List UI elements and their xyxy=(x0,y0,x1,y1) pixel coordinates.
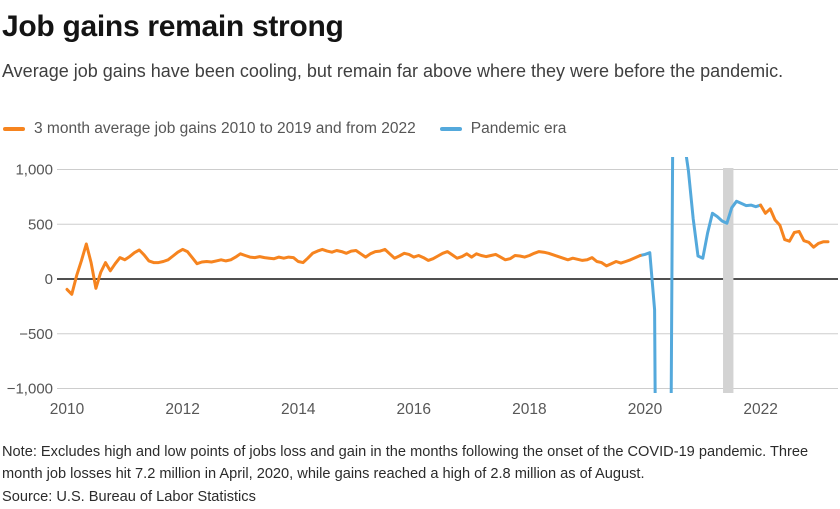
y-tick-label: 500 xyxy=(28,216,53,233)
x-tick-label: 2020 xyxy=(628,401,663,418)
series-line xyxy=(638,157,763,393)
x-tick-label: 2016 xyxy=(397,401,431,418)
y-tick-label: −1,000 xyxy=(7,381,53,398)
chart-legend: 3 month average job gains 2010 to 2019 a… xyxy=(3,120,566,138)
series-line xyxy=(65,242,642,296)
legend-item-1: Pandemic era xyxy=(439,120,567,138)
legend-label: Pandemic era xyxy=(470,120,567,137)
chart-subtitle: Average job gains have been cooling, but… xyxy=(2,61,784,81)
page-title: Job gains remain strong xyxy=(2,10,344,43)
chart-source: Source: U.S. Bureau of Labor Statistics xyxy=(2,489,256,505)
legend-swatch-icon xyxy=(439,127,462,131)
series-line xyxy=(759,203,830,249)
y-tick-label: 0 xyxy=(45,271,53,288)
chart-plot-area: 1,000 500 0 −500 −1,000 2010 2012 2014 2016 2018 2… xyxy=(7,157,838,418)
x-tick-label: 2022 xyxy=(743,401,777,418)
job-gains-chart: 1,000 500 0 −500 −1,000 2010 2012 2014 2016 2018 2… xyxy=(0,152,840,427)
x-tick-label: 2010 xyxy=(50,401,85,418)
chart-note: Note: Excludes high and low points of jo… xyxy=(2,444,809,482)
y-tick-label: 1,000 xyxy=(15,162,53,179)
legend-item-0: 3 month average job gains 2010 to 2019 a… xyxy=(3,120,416,138)
legend-label: 3 month average job gains 2010 to 2019 a… xyxy=(34,120,416,137)
x-tick-label: 2018 xyxy=(512,401,546,418)
highlight-band xyxy=(723,168,734,393)
x-tick-label: 2012 xyxy=(165,401,199,418)
legend-swatch-icon xyxy=(3,127,25,131)
x-tick-label: 2014 xyxy=(281,401,316,418)
y-tick-label: −500 xyxy=(19,326,53,343)
